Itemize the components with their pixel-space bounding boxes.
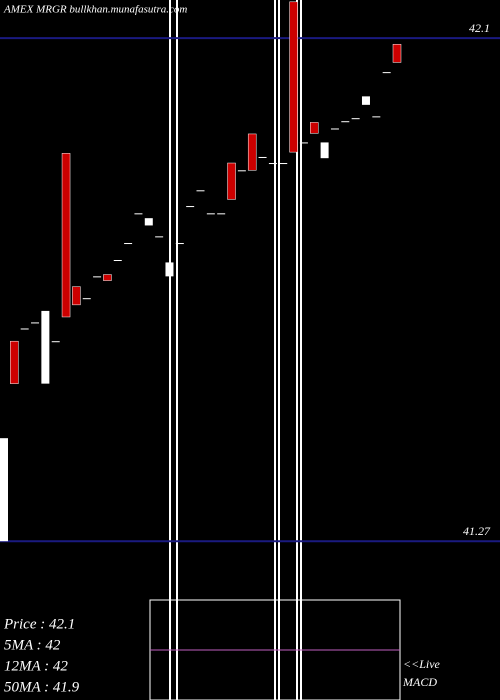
candle-body — [341, 121, 350, 123]
candle-body — [165, 262, 174, 277]
candle-body — [382, 72, 391, 74]
candle-body — [289, 1, 298, 153]
info-line: 50MA : 41.9 — [4, 679, 80, 695]
candle-body — [186, 206, 195, 208]
candle-body — [93, 276, 102, 278]
candle-body — [361, 96, 370, 105]
candle-body — [175, 243, 184, 245]
candle-body — [72, 286, 81, 306]
candle-body — [113, 260, 122, 261]
candle-body — [0, 438, 8, 542]
candle-body — [20, 328, 29, 330]
info-line: 5MA : 42 — [4, 637, 61, 653]
candle-body — [155, 236, 164, 238]
candle-body — [217, 213, 226, 215]
candle-body — [206, 213, 215, 215]
candle-body — [237, 170, 246, 172]
candle-body — [41, 310, 50, 384]
candle-body — [299, 142, 308, 144]
candle-body — [61, 153, 71, 318]
y-tick-label: 41.27 — [463, 524, 491, 538]
candle-body — [124, 243, 133, 245]
candle-body — [372, 116, 381, 118]
candle-body — [351, 118, 360, 120]
candle-body — [310, 122, 319, 134]
candle-body — [330, 128, 339, 130]
candle-body — [268, 163, 277, 165]
candle-body — [134, 213, 143, 215]
y-tick-label: 42.1 — [469, 21, 490, 35]
candle-body — [51, 341, 60, 343]
candle-body — [31, 322, 40, 324]
macd-label: MACD — [402, 675, 437, 689]
candle-body — [144, 218, 153, 226]
candle-body — [82, 298, 91, 300]
decor — [149, 0, 401, 700]
candle-body — [196, 190, 205, 192]
candle-body — [392, 43, 402, 63]
candle-body — [247, 133, 257, 171]
macd-label: <<Live — [403, 657, 441, 671]
candle-body — [227, 162, 236, 200]
candle-body — [279, 163, 288, 165]
info-line: Price : 42.1 — [3, 616, 75, 632]
chart-title: AMEX MRGR bullkhan.munafasutra.com — [3, 4, 187, 16]
candle-body — [258, 156, 267, 158]
candle-body — [320, 142, 329, 159]
info-line: 12MA : 42 — [4, 658, 68, 674]
candle-body — [103, 274, 112, 281]
candle-body — [10, 340, 19, 384]
